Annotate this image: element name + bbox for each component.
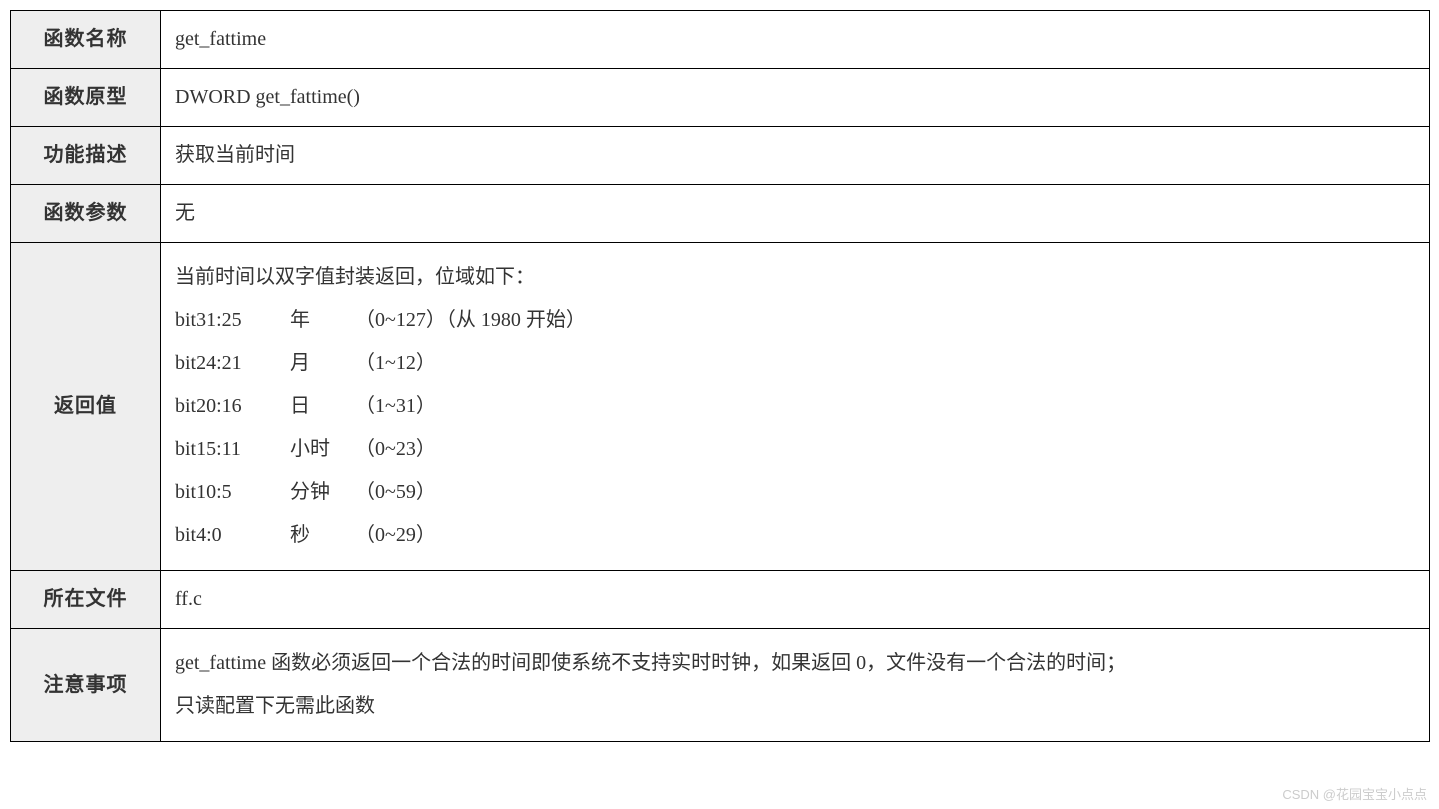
value-desc: 获取当前时间 [161,127,1430,185]
notes-line1: get_fattime 函数必须返回一个合法的时间即使系统不支持实时时钟，如果返… [175,645,1415,682]
label-notes: 注意事项 [11,629,161,742]
bit-name: 日 [290,388,350,425]
return-intro: 当前时间以双字值封装返回，位域如下： [175,259,1415,296]
bit-range: bit24:21 [175,345,285,382]
bit-name: 年 [290,302,350,339]
value-func-name: get_fattime [161,11,1430,69]
bit-line: bit15:11 小时 （0~23） [175,431,1415,468]
bit-range: bit10:5 [175,474,285,511]
value-notes: get_fattime 函数必须返回一个合法的时间即使系统不支持实时时钟，如果返… [161,629,1430,742]
bit-rng: （0~127）（从 1980 开始） [355,309,586,331]
watermark: CSDN @花园宝宝小点点 [1282,784,1427,803]
bit-line: bit20:16 日 （1~31） [175,388,1415,425]
bit-range: bit20:16 [175,388,285,425]
bit-name: 分钟 [290,474,350,511]
value-return: 当前时间以双字值封装返回，位域如下： bit31:25 年 （0~127）（从 … [161,243,1430,571]
bit-line: bit31:25 年 （0~127）（从 1980 开始） [175,302,1415,339]
value-prototype: DWORD get_fattime() [161,69,1430,127]
row-params: 函数参数 无 [11,185,1430,243]
bit-rng: （0~59） [355,481,436,503]
bit-name: 小时 [290,431,350,468]
label-file: 所在文件 [11,571,161,629]
label-func-name: 函数名称 [11,11,161,69]
label-params: 函数参数 [11,185,161,243]
notes-line2: 只读配置下无需此函数 [175,688,1415,725]
bit-name: 月 [290,345,350,382]
row-file: 所在文件 ff.c [11,571,1430,629]
value-file: ff.c [161,571,1430,629]
bit-rng: （0~23） [355,438,436,460]
row-return: 返回值 当前时间以双字值封装返回，位域如下： bit31:25 年 （0~127… [11,243,1430,571]
bit-line: bit24:21 月 （1~12） [175,345,1415,382]
bit-range: bit31:25 [175,302,285,339]
function-doc-table: 函数名称 get_fattime 函数原型 DWORD get_fattime(… [10,10,1430,742]
bit-rng: （0~29） [355,524,436,546]
bit-range: bit15:11 [175,431,285,468]
label-desc: 功能描述 [11,127,161,185]
bit-rng: （1~31） [355,395,436,417]
value-params: 无 [161,185,1430,243]
bit-rng: （1~12） [355,352,436,374]
bit-line: bit4:0 秒 （0~29） [175,517,1415,554]
label-return: 返回值 [11,243,161,571]
bit-name: 秒 [290,517,350,554]
label-prototype: 函数原型 [11,69,161,127]
row-func-name: 函数名称 get_fattime [11,11,1430,69]
row-desc: 功能描述 获取当前时间 [11,127,1430,185]
row-notes: 注意事项 get_fattime 函数必须返回一个合法的时间即使系统不支持实时时… [11,629,1430,742]
bit-range: bit4:0 [175,517,285,554]
bit-line: bit10:5 分钟 （0~59） [175,474,1415,511]
row-prototype: 函数原型 DWORD get_fattime() [11,69,1430,127]
